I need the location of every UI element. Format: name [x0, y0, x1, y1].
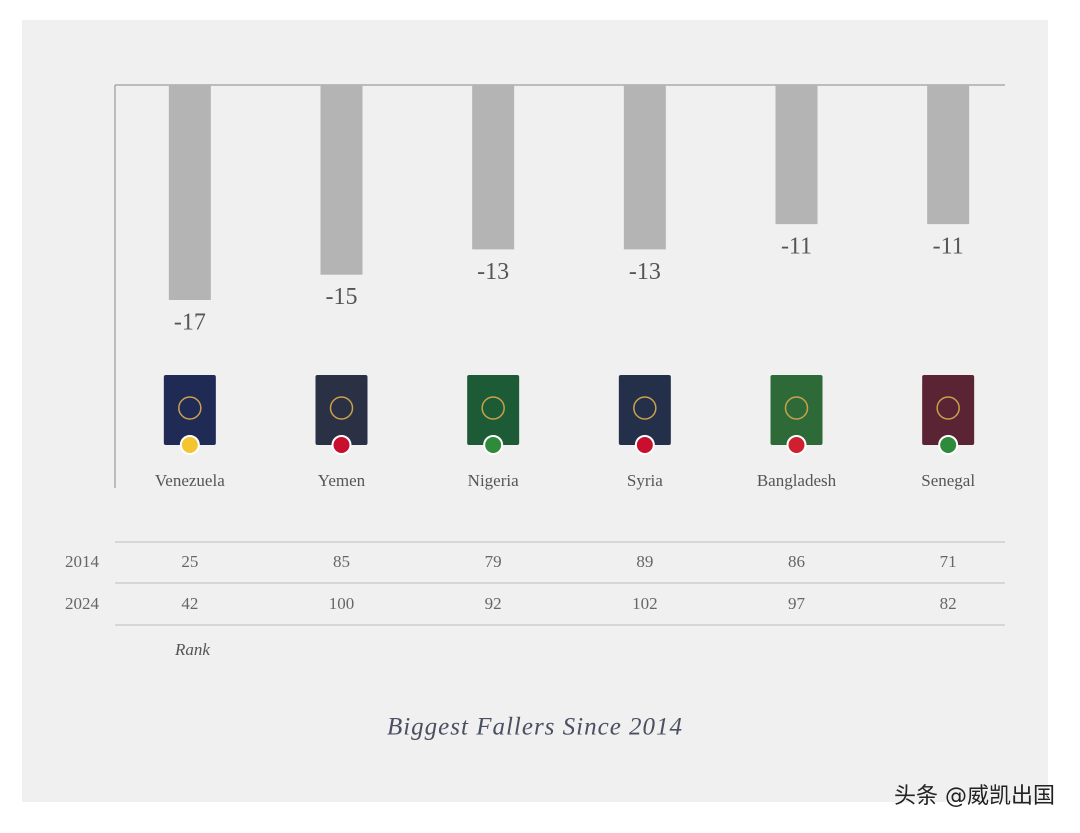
passport-emblem: [178, 396, 202, 420]
x-tick-label: Yemen: [318, 471, 366, 490]
table-cell: 100: [329, 594, 355, 613]
table-cell: 97: [788, 594, 806, 613]
table-cell: 89: [636, 552, 653, 571]
x-tick-label: Nigeria: [468, 471, 519, 490]
flag-icon: [179, 435, 200, 455]
row-label: 2024: [65, 594, 100, 613]
table-cell: 71: [940, 552, 957, 571]
passport-emblem: [633, 396, 657, 420]
x-tick-label: Senegal: [921, 471, 975, 490]
passport-icon: [163, 375, 216, 445]
flag-icon: [483, 435, 504, 455]
flag-icon: [938, 435, 959, 455]
bar: [472, 85, 515, 250]
x-tick-label: Bangladesh: [757, 471, 837, 490]
bar: [168, 85, 211, 300]
x-tick-label: Syria: [627, 471, 663, 490]
bar: [775, 85, 818, 225]
flag-icon: [331, 435, 352, 455]
passport-emblem: [481, 396, 505, 420]
value-label: -13: [477, 259, 509, 285]
table-cell: 86: [788, 552, 805, 571]
value-label: -17: [174, 310, 206, 336]
passport-emblem: [329, 396, 354, 420]
flag-icon: [634, 435, 655, 455]
chart-title: Biggest Fallers Since 2014: [387, 714, 683, 741]
value-label: -11: [933, 234, 964, 260]
bar: [927, 85, 970, 225]
value-label: -13: [629, 259, 661, 285]
table-cell: 85: [333, 552, 350, 571]
passport-icon: [467, 375, 520, 445]
flag-icon: [786, 435, 807, 455]
passport-icon: [315, 375, 368, 445]
bar: [623, 85, 666, 250]
value-label: -11: [781, 234, 812, 260]
table-cell: 92: [485, 594, 502, 613]
table-cell: 102: [632, 594, 658, 613]
passport-icon: [618, 375, 671, 445]
passport-emblem: [936, 396, 960, 420]
value-label: -15: [326, 284, 358, 310]
row-label: 2014: [65, 552, 100, 571]
passport-emblem: [784, 396, 809, 420]
table-cell: 82: [940, 594, 957, 613]
table-note: Rank: [174, 640, 210, 659]
bar: [320, 85, 363, 275]
table-cell: 42: [181, 594, 198, 613]
watermark: 头条 @威凯出国: [894, 784, 1055, 809]
passport-icon: [922, 375, 975, 445]
passport-icon: [770, 375, 823, 445]
x-tick-label: Venezuela: [155, 471, 225, 490]
table-cell: 79: [485, 552, 502, 571]
table-cell: 25: [181, 552, 198, 571]
